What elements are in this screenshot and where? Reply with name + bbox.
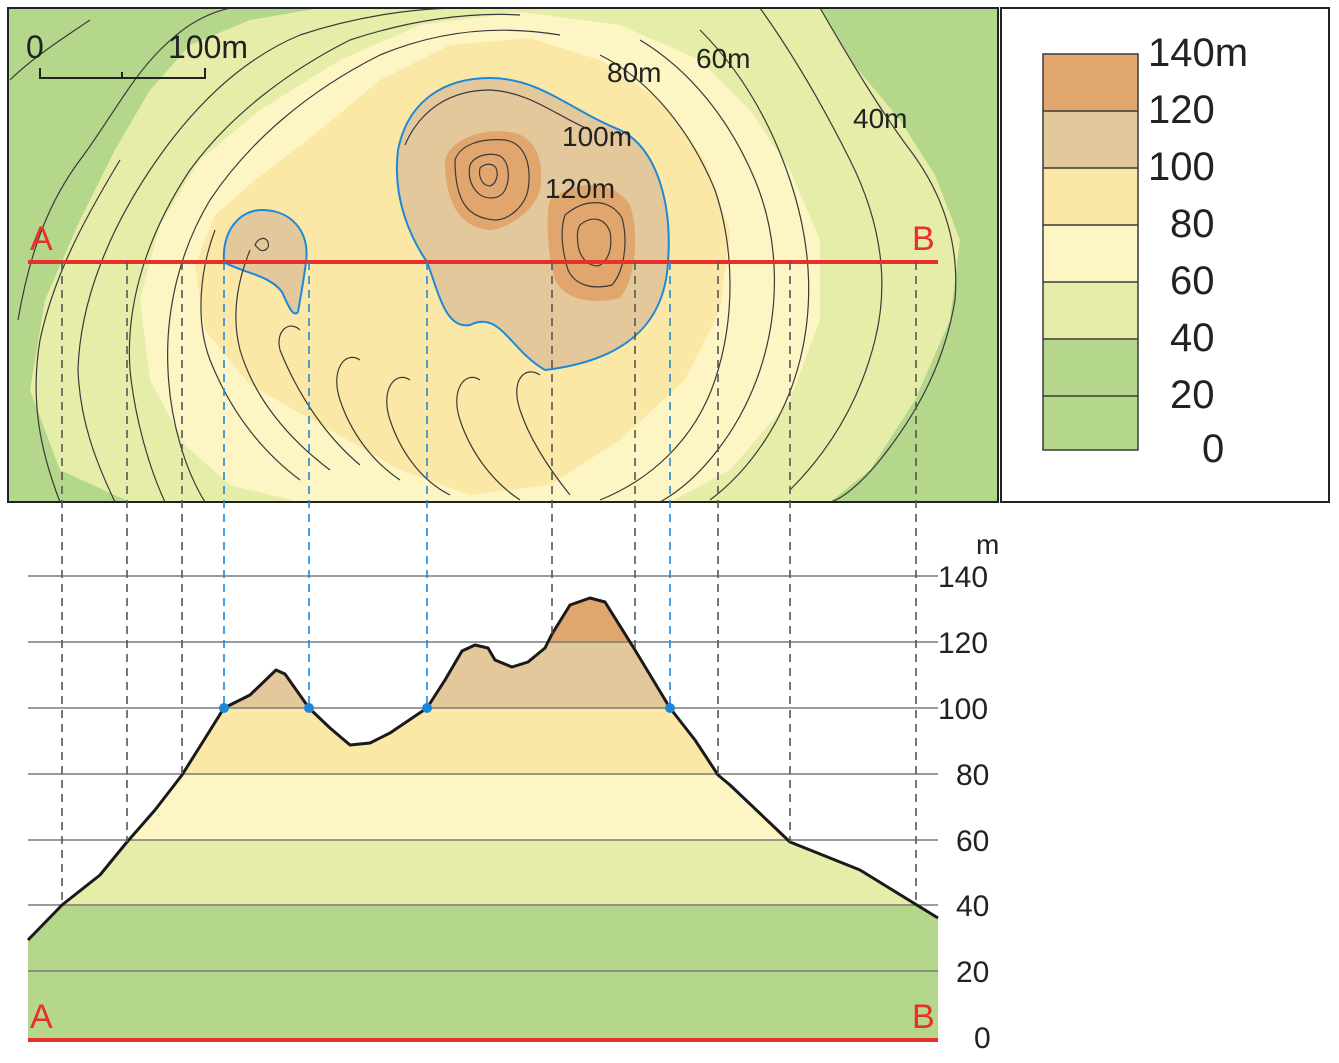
contour-label-80: 80m <box>607 57 661 88</box>
marker-100-4 <box>665 703 675 713</box>
y-tick-20: 20 <box>956 956 989 989</box>
scale-start-label: 0 <box>26 29 44 65</box>
gray-projection-lines <box>61 262 917 905</box>
legend-swatch-40 <box>1043 339 1138 396</box>
contour-label-40: 40m <box>853 103 907 134</box>
map-point-a: A <box>30 220 53 258</box>
map-point-b: B <box>912 220 935 258</box>
elevation-legend: 140m 120 100 80 60 40 20 0 <box>1000 7 1330 503</box>
contour-label-60: 60m <box>696 43 750 74</box>
legend-swatch-20 <box>1043 396 1138 450</box>
profile-y-ticks: 140 120 100 80 60 40 20 0 <box>938 561 991 1055</box>
profile-band-80-100 <box>28 708 938 774</box>
y-tick-140: 140 <box>938 561 988 594</box>
legend-label-20: 20 <box>1170 373 1215 417</box>
profile-band-60-80 <box>28 774 938 840</box>
legend-swatch-120 <box>1043 111 1138 168</box>
legend-swatch-60 <box>1043 282 1138 339</box>
contour-label-120: 120m <box>545 173 615 204</box>
legend-swatch-frame <box>1042 53 1139 451</box>
marker-100-1 <box>219 703 229 713</box>
legend-label-60: 60 <box>1170 259 1215 303</box>
y-tick-60: 60 <box>956 825 989 858</box>
legend-swatch-80 <box>1043 225 1138 282</box>
scale-end-label: 100m <box>168 29 248 65</box>
legend-label-120: 120 <box>1148 88 1215 132</box>
y-tick-80: 80 <box>956 759 989 792</box>
profile-band-100-120 <box>28 642 938 708</box>
y-tick-40: 40 <box>956 890 989 923</box>
marker-100-3 <box>422 703 432 713</box>
legend-label-140: 140m <box>1148 31 1248 75</box>
cross-section-profile: A B m 140 120 100 80 60 40 20 0 <box>26 529 999 1055</box>
profile-band-40-60 <box>28 840 938 905</box>
legend-swatch-140 <box>1043 54 1138 111</box>
profile-band-0-40 <box>28 905 938 1040</box>
legend-label-100: 100 <box>1148 145 1215 189</box>
y-tick-100: 100 <box>938 693 988 726</box>
profile-point-b: B <box>912 998 935 1036</box>
blue-projection-lines <box>223 262 671 708</box>
projection-lines <box>61 262 917 905</box>
y-tick-0: 0 <box>974 1022 991 1055</box>
contour-map: 0 100m 80m 60m 40m 100m 120m A B <box>7 7 999 503</box>
scale-bar: 0 100m <box>26 29 248 79</box>
legend-dividers <box>1043 110 1138 397</box>
profile-y-unit: m <box>976 529 999 560</box>
contour-label-100: 100m <box>562 121 632 152</box>
band-120-north <box>445 131 542 230</box>
legend-label-0: 0 <box>1202 427 1224 471</box>
profile-band-120-140 <box>28 598 938 642</box>
map-frame <box>7 7 999 503</box>
contour-100-markers <box>219 703 675 713</box>
legend-swatch-100 <box>1043 168 1138 225</box>
legend-label-80: 80 <box>1170 202 1215 246</box>
y-tick-120: 120 <box>938 627 988 660</box>
profile-point-a: A <box>30 998 53 1036</box>
marker-100-2 <box>304 703 314 713</box>
legend-label-40: 40 <box>1170 316 1215 360</box>
